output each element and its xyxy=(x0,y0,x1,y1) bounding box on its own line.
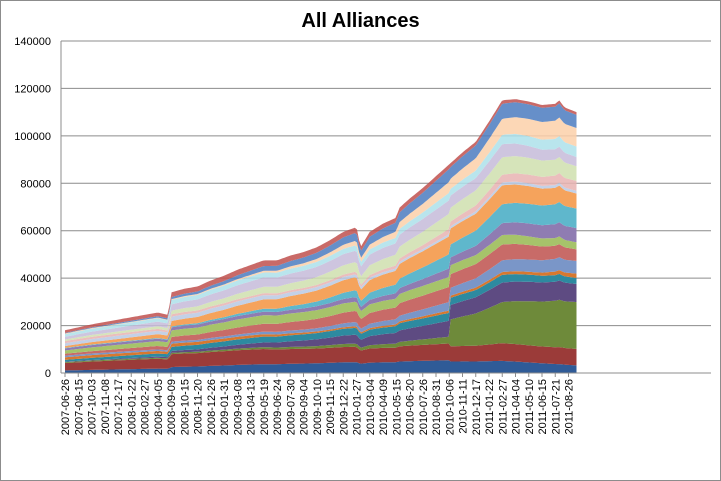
area-series-band xyxy=(65,243,577,356)
x-tick-label: 2008-10-15 xyxy=(179,379,191,435)
x-tick-label: 2010-03-04 xyxy=(365,379,377,435)
x-tick-label: 2010-12-17 xyxy=(471,379,483,435)
x-tick-label: 2010-10-06 xyxy=(444,379,456,435)
x-tick-label: 2009-01-31 xyxy=(219,379,231,435)
y-tick-label: 60000 xyxy=(20,226,51,238)
x-tick-label: 2009-05-19 xyxy=(259,379,271,435)
y-tick-label: 140000 xyxy=(14,36,51,48)
y-tick-label: 40000 xyxy=(20,273,51,285)
area-series-band xyxy=(65,222,577,351)
x-tick-label: 2008-12-26 xyxy=(206,379,218,435)
x-tick-label: 2009-11-15 xyxy=(325,379,337,434)
area-series-band xyxy=(65,343,577,371)
x-tick-label: 2008-11-20 xyxy=(193,379,205,434)
x-tick-label: 2010-05-15 xyxy=(391,379,403,435)
y-tick-label: 120000 xyxy=(14,83,51,95)
x-tick-label: 2009-03-08 xyxy=(232,379,244,435)
y-tick-label: 0 xyxy=(45,368,51,380)
chart-title: All Alliances xyxy=(301,10,420,32)
x-tick-label: 2010-07-26 xyxy=(418,379,430,435)
x-tick-label: 2011-04-04 xyxy=(511,379,523,434)
y-tick-label: 80000 xyxy=(20,178,51,190)
area-series-band xyxy=(65,184,577,348)
x-tick-label: 2008-04-05 xyxy=(153,379,165,435)
x-tick-label: 2009-09-04 xyxy=(299,379,311,435)
x-tick-label: 2011-08-26 xyxy=(564,379,576,434)
x-tick-label: 2010-04-09 xyxy=(378,379,390,435)
x-tick-label: 2007-06-26 xyxy=(60,379,72,435)
x-tick-label: 2007-08-15 xyxy=(73,379,85,435)
x-tick-label: 2011-05-10 xyxy=(524,379,536,434)
x-tick-label: 2011-01-22 xyxy=(484,379,496,434)
x-tick-label: 2008-02-27 xyxy=(140,379,152,435)
x-tick-label: 2009-07-30 xyxy=(285,379,297,435)
x-tick-label: 2009-12-22 xyxy=(338,379,350,435)
x-tick-label: 2010-01-27 xyxy=(352,379,364,435)
area-series-band xyxy=(65,299,577,363)
area-series-band xyxy=(65,202,577,349)
area-series-band xyxy=(65,257,577,358)
x-tick-label: 2010-08-31 xyxy=(431,379,443,435)
y-tick-label: 100000 xyxy=(14,131,51,143)
x-tick-label: 2009-10-10 xyxy=(312,379,324,435)
x-tick-label: 2011-07-21 xyxy=(550,379,562,434)
x-tick-label: 2011-06-15 xyxy=(537,379,549,434)
x-tick-label: 2008-01-22 xyxy=(126,379,138,435)
x-tick-label: 2009-04-13 xyxy=(246,379,258,435)
x-tick-label: 2008-09-09 xyxy=(166,379,178,435)
x-tick-label: 2007-11-08 xyxy=(100,379,112,434)
x-tick-label: 2007-12-17 xyxy=(113,379,125,435)
x-tick-label: 2009-06-24 xyxy=(272,379,284,435)
area-series-band xyxy=(65,280,577,363)
x-tick-label: 2007-10-03 xyxy=(87,379,99,435)
area-series-band xyxy=(65,360,577,373)
x-tick-label: 2011-02-27 xyxy=(497,379,509,434)
x-tick-label: 2010-11-11 xyxy=(458,379,470,434)
y-tick-label: 20000 xyxy=(20,321,51,333)
x-tick-label: 2010-06-20 xyxy=(405,379,417,435)
